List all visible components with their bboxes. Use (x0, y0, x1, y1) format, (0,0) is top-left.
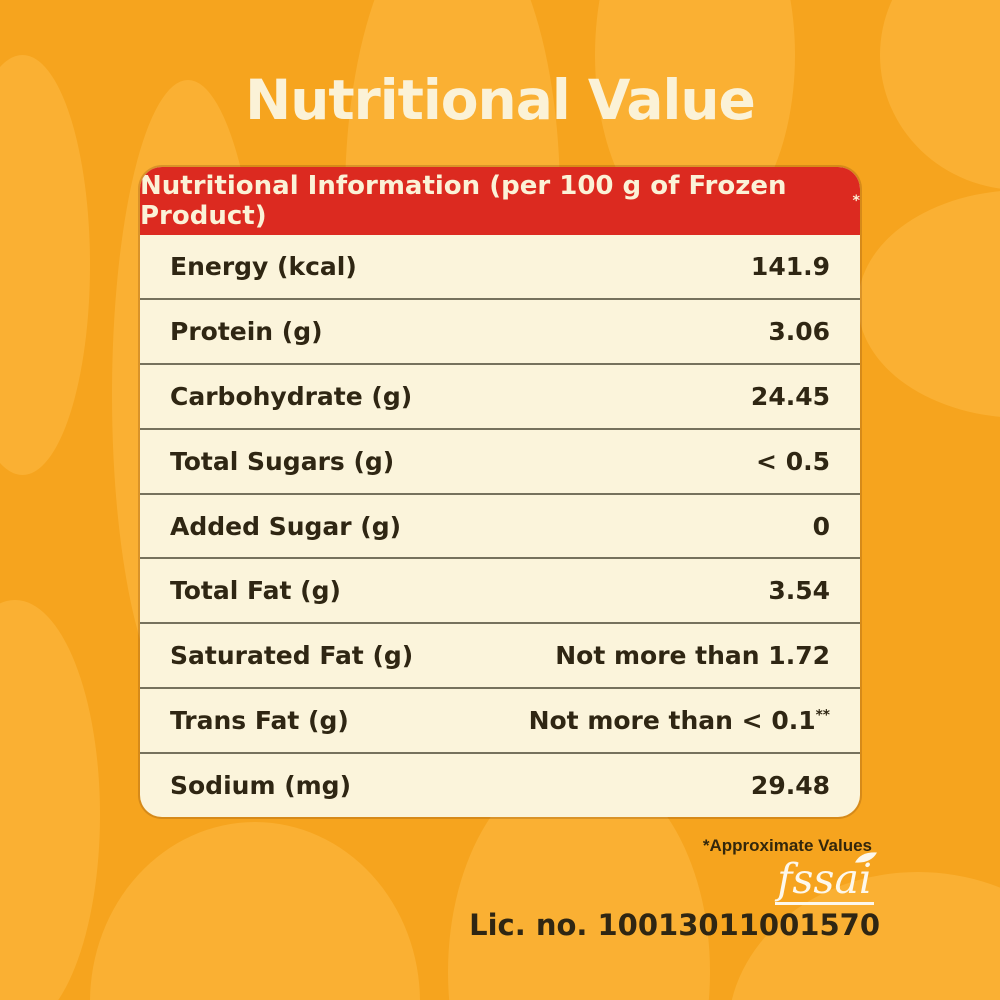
table-row: Total Fat (g) 3.54 (140, 557, 860, 622)
table-row: Saturated Fat (g) Not more than 1.72 (140, 622, 860, 687)
nutrient-value-text: < 0.5 (756, 446, 830, 476)
nutrient-label: Total Fat (g) (170, 576, 341, 606)
nutrient-value-text: Not more than < 0.1 (528, 706, 816, 736)
nutrient-label: Carbohydrate (g) (170, 381, 413, 411)
nutrient-value: < 0.5 (756, 447, 830, 476)
nutrition-table: Nutritional Information (per 100 g of Fr… (140, 167, 860, 817)
nutrient-label: Added Sugar (g) (170, 511, 402, 541)
nutrient-value: 3.54 (768, 576, 830, 605)
nutrient-value: 141.9 (751, 252, 830, 281)
nutrient-value: 24.45 (751, 382, 830, 411)
table-row: Total Sugars (g) < 0.5 (140, 427, 860, 493)
table-row: Trans Fat (g) Not more than < 0.1** (140, 687, 860, 752)
nutrient-label: Energy (kcal) (170, 251, 357, 281)
table-row: Added Sugar (g) 0 (140, 492, 860, 558)
nutrient-value-text: 0 (812, 511, 830, 541)
table-row: Energy (kcal) 141.9 (140, 235, 860, 298)
nutrient-label: Saturated Fat (g) (170, 641, 414, 671)
nutrient-value: 29.48 (751, 771, 830, 800)
approximate-values-note: *Approximate Values (702, 836, 872, 855)
header-asterisk: * (852, 193, 860, 209)
table-header-text: Nutritional Information (per 100 g of Fr… (140, 171, 787, 231)
nutrient-label: Sodium (mg) (170, 771, 351, 801)
mango-shape-icon (90, 822, 420, 1000)
fssai-license-number: Lic. no. 10013011001570 (469, 908, 880, 942)
nutrient-value-text: 24.45 (750, 381, 830, 411)
fssai-leaf-icon (855, 852, 877, 863)
nutrient-value: 0 (813, 512, 830, 541)
table-header: Nutritional Information (per 100 g of Fr… (140, 167, 860, 235)
table-row: Sodium (mg) 29.48 (140, 752, 860, 817)
nutrient-label: Total Sugars (g) (170, 446, 395, 476)
nutrient-value-text: 3.54 (768, 576, 830, 606)
nutrient-value-asterisk: ** (815, 707, 830, 724)
nutrient-value: 3.06 (768, 317, 830, 346)
nutrient-value-text: Not more than 1.72 (555, 641, 830, 671)
table-rows: Energy (kcal) 141.9 Protein (g) 3.06 Car… (140, 235, 860, 817)
mango-shape-icon (858, 190, 1000, 418)
nutrient-label: Trans Fat (g) (170, 706, 349, 736)
nutrient-value: Not more than 1.72 (555, 641, 830, 670)
page-title: Nutritional Value (245, 68, 756, 132)
nutrient-value: Not more than < 0.1** (529, 706, 830, 735)
fssai-logo-text: fssai (777, 855, 872, 903)
nutrient-value-text: 141.9 (750, 251, 830, 281)
nutrient-value-text: 3.06 (768, 316, 830, 346)
nutrient-label: Protein (g) (170, 316, 323, 346)
mango-shape-icon (0, 600, 100, 1000)
fssai-logo: fssai (775, 852, 877, 906)
table-row: Protein (g) 3.06 (140, 297, 860, 363)
table-row: Carbohydrate (g) 24.45 (140, 362, 860, 428)
nutrient-value-text: 29.48 (750, 771, 830, 801)
